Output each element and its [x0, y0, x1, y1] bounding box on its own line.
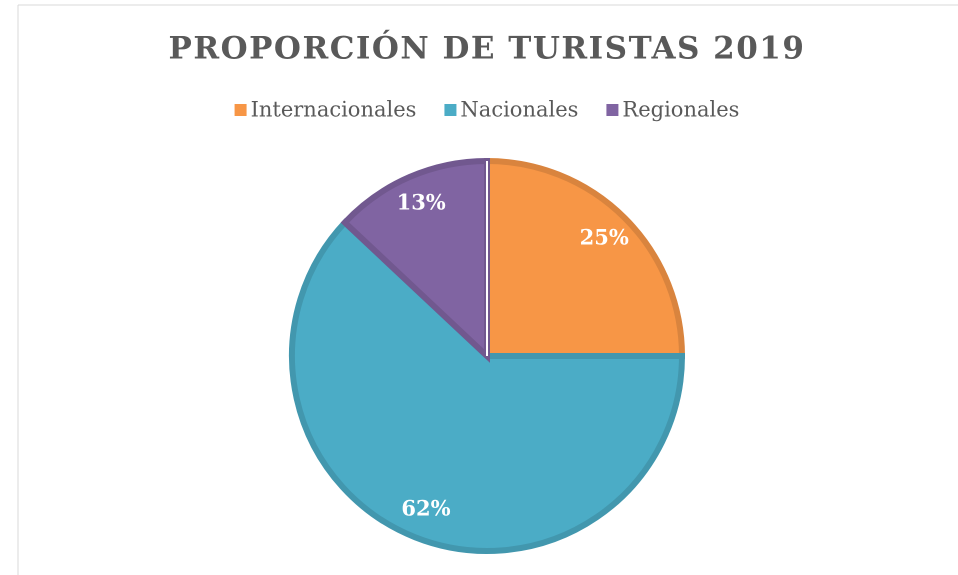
legend-label: Internacionales [251, 98, 417, 122]
pie: 25% 62% 13% [289, 157, 686, 554]
legend: Internacionales Nacionales Regionales [234, 98, 739, 122]
legend-swatch [444, 104, 457, 116]
legend-swatch [606, 104, 619, 116]
chart-title: PROPORCIÓN DE TURISTAS 2019 [169, 29, 806, 67]
legend-label: Nacionales [460, 98, 578, 122]
data-label: 62% [401, 496, 450, 521]
legend-swatch [234, 104, 247, 116]
data-label: 13% [397, 189, 446, 214]
pie-slice [484, 157, 686, 359]
pie-slice [289, 218, 686, 554]
data-label: 25% [580, 224, 629, 249]
pie-slice [340, 157, 490, 363]
legend-label: Regionales [622, 98, 739, 122]
